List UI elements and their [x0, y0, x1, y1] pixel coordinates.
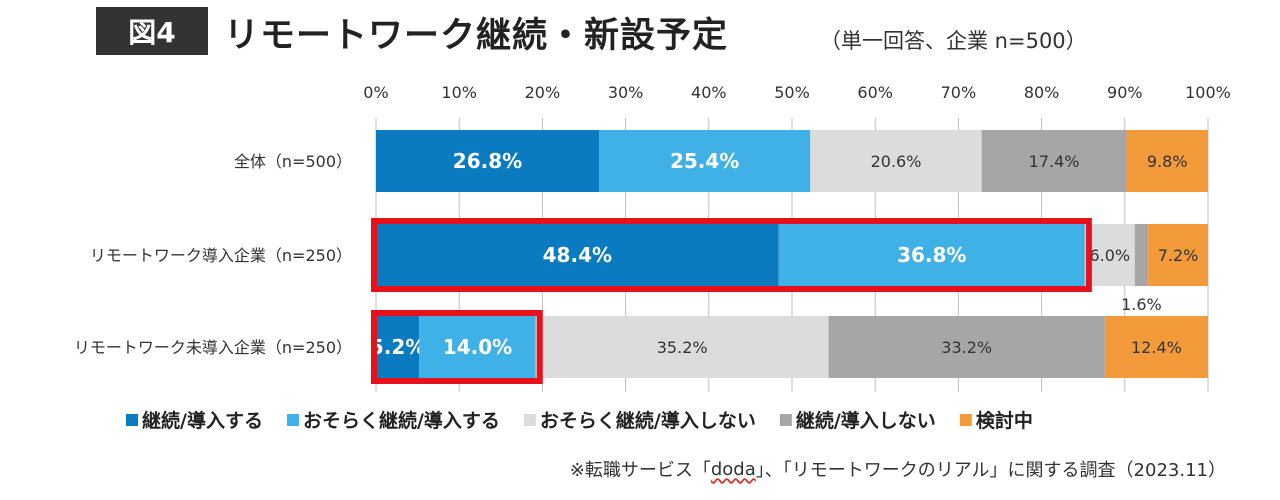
data-label: 17.4% [1029, 152, 1080, 171]
x-tick-label: 80% [1024, 83, 1060, 102]
x-tick-label: 50% [774, 83, 810, 102]
source-suffix: 」、「リモートワークのリアル」に関する調査（2023.11） [755, 460, 1226, 481]
x-tick-label: 70% [941, 83, 977, 102]
bar-segment [1104, 316, 1208, 378]
data-label: 48.4% [543, 243, 612, 267]
bar-segment [828, 316, 1105, 378]
x-tick-label: 60% [857, 83, 893, 102]
x-tick-label: 90% [1107, 83, 1143, 102]
data-label: 9.8% [1147, 152, 1188, 171]
source-note: ※転職サービス「 doda 」、「リモートワークのリアル」に関する調査（2023.1… [570, 456, 1226, 482]
data-label: 36.8% [897, 243, 966, 267]
chart-subtitle: （単一回答、企業 n=500） [820, 29, 1087, 53]
data-label: 25.4% [670, 149, 739, 173]
bar-segment [1084, 224, 1135, 286]
legend-label: 継続/導入する [142, 409, 263, 432]
category-label: リモートワーク未導入企業（n=250） [74, 338, 352, 357]
x-tick-label: 30% [608, 83, 644, 102]
bar-segment [598, 130, 811, 192]
stacked-bar-chart: 0% 10% 20% 30% 40% 50% 60% 70% 80% 90% 100% 全体（n=50… [74, 83, 1231, 432]
legend-swatch [779, 414, 792, 426]
bar-segment [419, 316, 536, 378]
figure-number-label: 図4 [128, 16, 176, 49]
x-tick-label: 100% [1185, 83, 1231, 102]
data-label: 1.6% [1121, 295, 1162, 314]
bar-segment [1134, 224, 1149, 286]
data-label: 6.0% [1089, 246, 1130, 265]
category-label: リモートワーク導入企業（n=250） [90, 246, 352, 265]
data-label: 5.2% [370, 335, 425, 359]
bar-segment [376, 130, 599, 192]
data-label: 33.2% [941, 338, 992, 357]
legend-swatch [286, 414, 299, 426]
bar-segment [981, 130, 1127, 192]
category-label: 全体（n=500） [234, 152, 352, 171]
data-label: 14.0% [443, 335, 512, 359]
x-tick-label: 40% [691, 83, 727, 102]
source-prefix: ※転職サービス「 [569, 460, 711, 481]
x-tick-label: 10% [441, 83, 477, 102]
bar-segment [376, 316, 420, 378]
legend-label: 継続/導入しない [796, 409, 936, 432]
legend-swatch [959, 414, 972, 426]
data-label: 20.6% [871, 152, 922, 171]
data-label: 26.8% [453, 149, 522, 173]
bar-segment [1148, 224, 1208, 286]
figure-number-badge: 図4 [96, 7, 208, 55]
bar-segment [810, 130, 982, 192]
bar-segment [376, 224, 779, 286]
chart-title: リモートワーク継続・新設予定 [224, 15, 729, 56]
source-brand: doda [710, 458, 756, 480]
legend-label: 検討中 [976, 409, 1033, 432]
legend-swatch [523, 414, 536, 426]
data-label: 7.2% [1158, 246, 1199, 265]
legend-label: おそらく継続/導入しない [540, 409, 756, 432]
x-tick-label: 20% [525, 83, 561, 102]
bar-segment [1126, 130, 1208, 192]
highlight-box [371, 310, 543, 384]
data-label: 12.4% [1131, 338, 1182, 357]
data-label: 35.2% [657, 338, 708, 357]
legend-label: おそらく継続/導入する [303, 409, 500, 432]
x-tick-label: 0% [363, 83, 388, 102]
bar-segment [535, 316, 829, 378]
bar-segment [778, 224, 1085, 286]
legend-swatch [126, 414, 138, 426]
highlight-box [371, 218, 1092, 292]
